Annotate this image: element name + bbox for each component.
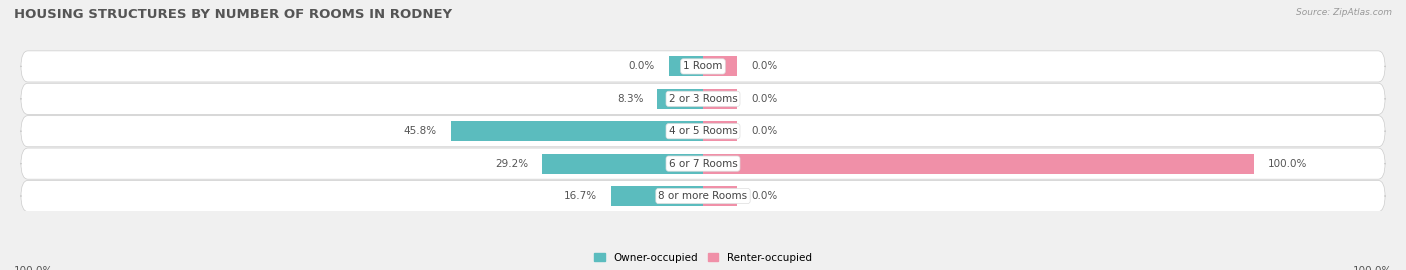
- Text: 1 Room: 1 Room: [683, 61, 723, 72]
- Bar: [450, 121, 703, 141]
- Text: 100.0%: 100.0%: [1268, 158, 1308, 169]
- Text: Source: ZipAtlas.com: Source: ZipAtlas.com: [1296, 8, 1392, 17]
- Text: 16.7%: 16.7%: [564, 191, 598, 201]
- Text: 8.3%: 8.3%: [617, 94, 644, 104]
- Bar: [703, 56, 738, 76]
- Bar: [703, 121, 738, 141]
- FancyBboxPatch shape: [21, 83, 1385, 114]
- Text: 45.8%: 45.8%: [404, 126, 437, 136]
- Bar: [657, 89, 703, 109]
- Bar: [703, 89, 738, 109]
- Text: 2 or 3 Rooms: 2 or 3 Rooms: [669, 94, 737, 104]
- Bar: [543, 154, 703, 174]
- Text: 0.0%: 0.0%: [751, 126, 778, 136]
- Text: 0.0%: 0.0%: [751, 191, 778, 201]
- FancyBboxPatch shape: [21, 180, 1385, 212]
- Text: 0.0%: 0.0%: [628, 61, 655, 72]
- Bar: [669, 56, 703, 76]
- Text: 0.0%: 0.0%: [751, 61, 778, 72]
- Text: 4 or 5 Rooms: 4 or 5 Rooms: [669, 126, 737, 136]
- FancyBboxPatch shape: [21, 51, 1385, 82]
- Text: 8 or more Rooms: 8 or more Rooms: [658, 191, 748, 201]
- Legend: Owner-occupied, Renter-occupied: Owner-occupied, Renter-occupied: [591, 249, 815, 267]
- Text: 6 or 7 Rooms: 6 or 7 Rooms: [669, 158, 737, 169]
- Bar: [612, 186, 703, 206]
- Text: 29.2%: 29.2%: [495, 158, 529, 169]
- Bar: [703, 186, 738, 206]
- Bar: [703, 154, 1254, 174]
- Text: 100.0%: 100.0%: [14, 266, 53, 270]
- FancyBboxPatch shape: [21, 116, 1385, 147]
- FancyBboxPatch shape: [21, 148, 1385, 179]
- Text: HOUSING STRUCTURES BY NUMBER OF ROOMS IN RODNEY: HOUSING STRUCTURES BY NUMBER OF ROOMS IN…: [14, 8, 453, 21]
- Text: 0.0%: 0.0%: [751, 94, 778, 104]
- Text: 100.0%: 100.0%: [1353, 266, 1392, 270]
